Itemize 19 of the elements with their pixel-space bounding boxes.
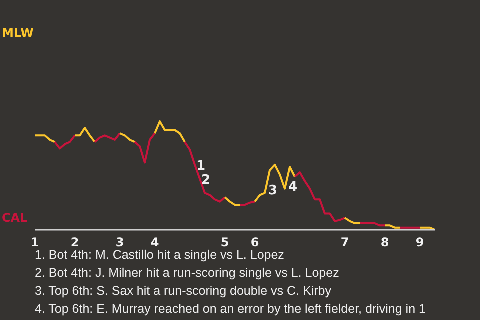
x-tick-label: 1 (30, 236, 40, 250)
text: 3. Top 6th: S. Sax hit a run-scoring double vs C. Kirby (35, 283, 332, 300)
text: CAL (2, 211, 28, 225)
annotation: 1 (196, 158, 206, 174)
annotation: 2 (201, 173, 211, 188)
text: 2. Bot 4th: J. Milner hit a run-scoring single vs L. Lopez (35, 265, 340, 282)
x-tick-label: 6 (250, 236, 260, 250)
annotation: 3 (268, 183, 278, 198)
x-tick-label: 4 (150, 236, 160, 250)
x-tick-label: 7 (340, 236, 350, 250)
text: 4. Top 6th: E. Murray reached on an error by the left fielder, driving in 1 (35, 301, 427, 318)
text: MLW (2, 26, 34, 40)
text: 1. Bot 4th: M. Castillo hit a single vs L. Lopez (35, 248, 284, 262)
annotation: 4 (288, 180, 298, 196)
x-tick-label: 2 (70, 236, 80, 250)
x-tick-label: 3 (116, 236, 124, 250)
x-tick-label: 8 (380, 236, 390, 250)
x-tick-label: 5 (220, 236, 230, 250)
x-tick-label: 9 (416, 236, 424, 250)
